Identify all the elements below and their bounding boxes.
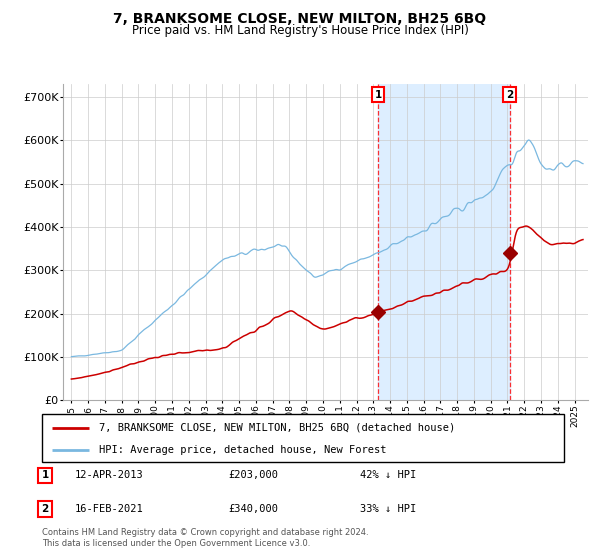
Text: HPI: Average price, detached house, New Forest: HPI: Average price, detached house, New … [100,445,387,455]
Text: 2: 2 [506,90,513,100]
Text: 7, BRANKSOME CLOSE, NEW MILTON, BH25 6BQ (detached house): 7, BRANKSOME CLOSE, NEW MILTON, BH25 6BQ… [100,423,455,433]
Text: £203,000: £203,000 [228,470,278,480]
Bar [378,84,509,400]
Text: 1: 1 [41,470,49,480]
Text: 7, BRANKSOME CLOSE, NEW MILTON, BH25 6BQ: 7, BRANKSOME CLOSE, NEW MILTON, BH25 6BQ [113,12,487,26]
Text: Contains HM Land Registry data © Crown copyright and database right 2024.
This d: Contains HM Land Registry data © Crown c… [42,528,368,548]
Text: 33% ↓ HPI: 33% ↓ HPI [360,504,416,514]
Text: £340,000: £340,000 [228,504,278,514]
Text: 42% ↓ HPI: 42% ↓ HPI [360,470,416,480]
Text: 16-FEB-2021: 16-FEB-2021 [75,504,144,514]
Text: 12-APR-2013: 12-APR-2013 [75,470,144,480]
Text: 2: 2 [41,504,49,514]
Text: Price paid vs. HM Land Registry's House Price Index (HPI): Price paid vs. HM Land Registry's House … [131,24,469,36]
FancyBboxPatch shape [42,414,564,462]
Text: 1: 1 [374,90,382,100]
